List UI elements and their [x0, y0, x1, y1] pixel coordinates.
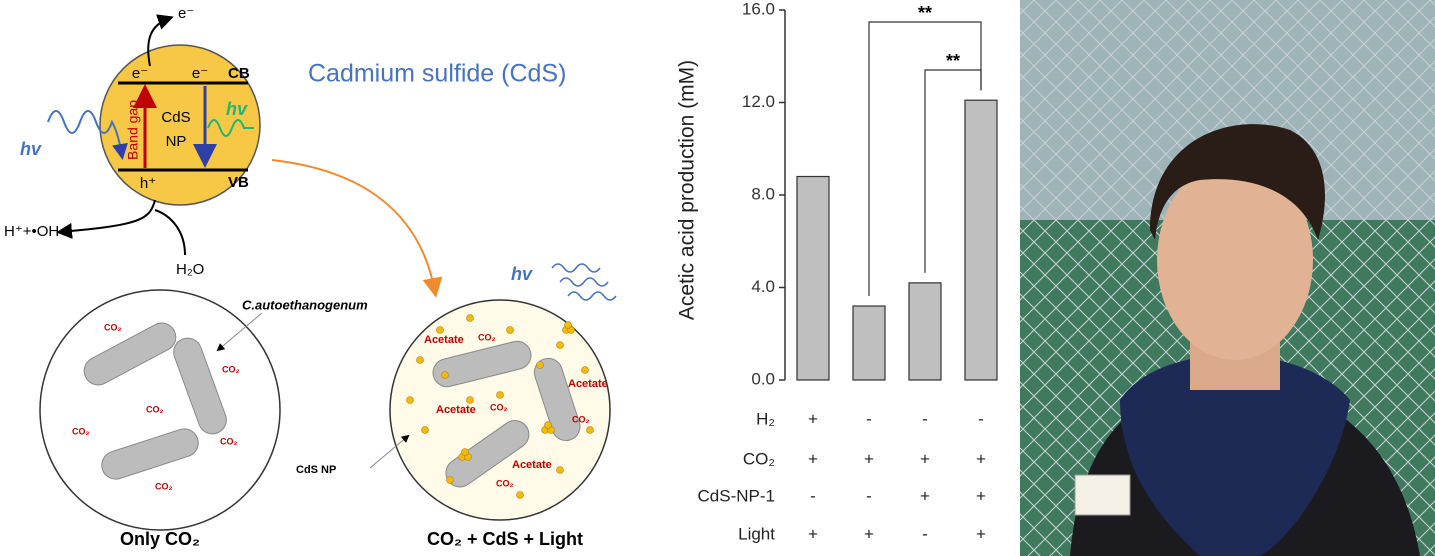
- chart: Acetic acid production (mM) 0.0 4.0 8.0 12.…: [676, 0, 998, 543]
- label: CO₂: [220, 436, 238, 446]
- label: CdS NP: [296, 464, 336, 476]
- diagram: e⁻ e⁻ e⁻ CB VB h⁺ Band gap CdS NP hv hv …: [4, 5, 617, 549]
- title: Cadmium sulfide (CdS): [308, 60, 566, 88]
- y-tick-label: 12.0: [742, 92, 775, 111]
- label: CO₂: [572, 414, 590, 424]
- bacterium: [83, 322, 177, 386]
- condition-label: CdS-NP-1: [698, 486, 775, 505]
- label: hv: [511, 264, 533, 284]
- light-waves: [551, 263, 617, 301]
- bacterium: [101, 428, 199, 480]
- significance-label: **: [946, 51, 960, 71]
- label: e⁻: [132, 65, 148, 82]
- pointer: [369, 434, 410, 469]
- condition-value: -: [978, 409, 984, 428]
- bacterium: [432, 340, 532, 388]
- label: e⁻: [192, 65, 208, 82]
- label: h⁺: [140, 175, 156, 192]
- label: Acetate: [436, 404, 476, 416]
- condition-value: +: [808, 409, 818, 428]
- condition-value: +: [976, 449, 986, 468]
- condition-label: CO₂: [743, 449, 775, 468]
- label: CO₂: [72, 426, 90, 436]
- significance-bracket: [868, 21, 982, 296]
- light-out: [207, 119, 254, 137]
- label: hv: [226, 99, 248, 119]
- caption: CO₂ + CdS + Light: [427, 529, 583, 549]
- label: Band gap: [125, 100, 141, 160]
- y-axis-label: Acetic acid production (mM): [676, 60, 699, 320]
- condition-value: +: [864, 449, 874, 468]
- nanoparticles: [406, 314, 594, 499]
- electron-arrow: [147, 14, 174, 67]
- label: hv: [20, 139, 42, 159]
- label: CO₂: [146, 404, 164, 414]
- condition-value: -: [810, 486, 816, 505]
- photo: [1020, 0, 1435, 556]
- condition-value: +: [976, 486, 986, 505]
- pointer: [216, 312, 263, 352]
- significance-bracket: [924, 69, 982, 273]
- label: NP: [166, 133, 187, 150]
- caption: Only CO₂: [120, 529, 200, 549]
- label: H⁺+•OH: [4, 223, 59, 240]
- bacterium: [533, 357, 581, 442]
- label: e⁻: [178, 5, 194, 22]
- process-arrow: [271, 159, 443, 298]
- condition-value: +: [808, 524, 818, 543]
- condition-label: Light: [738, 524, 775, 543]
- label: CdS: [161, 109, 190, 126]
- condition-value: -: [866, 486, 872, 505]
- condition-value: -: [866, 409, 872, 428]
- bacterium: [173, 337, 227, 435]
- condition-label: H₂: [756, 409, 775, 428]
- water-arrow: [154, 209, 186, 256]
- label: CO₂: [490, 402, 508, 412]
- label: H₂O: [176, 261, 204, 278]
- label: CO₂: [478, 332, 496, 342]
- label: CO₂: [155, 481, 173, 491]
- label: Acetate: [512, 459, 552, 471]
- label: CO₂: [222, 364, 240, 374]
- label: VB: [228, 174, 249, 191]
- condition-value: +: [920, 486, 930, 505]
- y-tick-label: 8.0: [751, 184, 775, 203]
- bar: [852, 305, 886, 381]
- significance-label: **: [918, 3, 932, 23]
- y-tick-label: 0.0: [751, 369, 775, 388]
- hole-arrow: [56, 199, 156, 239]
- label: CO₂: [104, 322, 122, 332]
- condition-value: -: [922, 409, 928, 428]
- label: C.autoethanogenum: [242, 297, 368, 312]
- condition-value: -: [922, 524, 928, 543]
- y-tick-label: 4.0: [751, 277, 775, 296]
- light-in: [47, 110, 128, 160]
- bar: [908, 282, 942, 381]
- label: Acetate: [424, 334, 464, 346]
- bar: [796, 175, 830, 381]
- condition-value: +: [864, 524, 874, 543]
- label: Acetate: [568, 378, 608, 390]
- condition-value: +: [808, 449, 818, 468]
- label: CO₂: [496, 478, 514, 488]
- label: CB: [228, 65, 250, 82]
- y-tick-label: 16.0: [742, 0, 775, 18]
- cell-view: [389, 299, 611, 521]
- bar: [964, 99, 998, 381]
- condition-value: +: [920, 449, 930, 468]
- condition-value: +: [976, 524, 986, 543]
